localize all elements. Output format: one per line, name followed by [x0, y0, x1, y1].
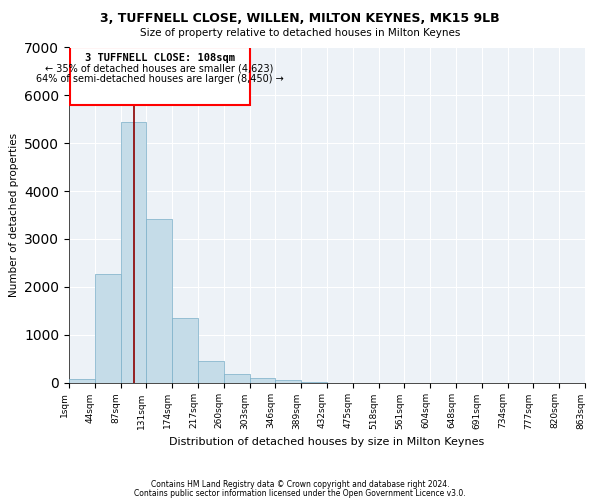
Text: ← 35% of detached houses are smaller (4,623): ← 35% of detached houses are smaller (4,…: [46, 64, 274, 74]
Bar: [146, 219, 172, 382]
Text: 64% of semi-detached houses are larger (8,450) →: 64% of semi-detached houses are larger (…: [35, 74, 283, 84]
Bar: [172, 318, 198, 382]
X-axis label: Distribution of detached houses by size in Milton Keynes: Distribution of detached houses by size …: [169, 437, 485, 447]
Text: Contains public sector information licensed under the Open Government Licence v3: Contains public sector information licen…: [134, 488, 466, 498]
Bar: [95, 274, 121, 382]
Bar: [224, 374, 250, 382]
Bar: [250, 378, 275, 382]
Bar: [275, 380, 301, 382]
Text: 3, TUFFNELL CLOSE, WILLEN, MILTON KEYNES, MK15 9LB: 3, TUFFNELL CLOSE, WILLEN, MILTON KEYNES…: [100, 12, 500, 26]
Bar: [121, 122, 146, 382]
Text: 3 TUFFNELL CLOSE: 108sqm: 3 TUFFNELL CLOSE: 108sqm: [85, 53, 235, 63]
Y-axis label: Number of detached properties: Number of detached properties: [8, 133, 19, 297]
Bar: [69, 380, 95, 382]
Text: Contains HM Land Registry data © Crown copyright and database right 2024.: Contains HM Land Registry data © Crown c…: [151, 480, 449, 489]
Text: Size of property relative to detached houses in Milton Keynes: Size of property relative to detached ho…: [140, 28, 460, 38]
FancyBboxPatch shape: [70, 48, 250, 105]
Bar: [198, 361, 224, 382]
